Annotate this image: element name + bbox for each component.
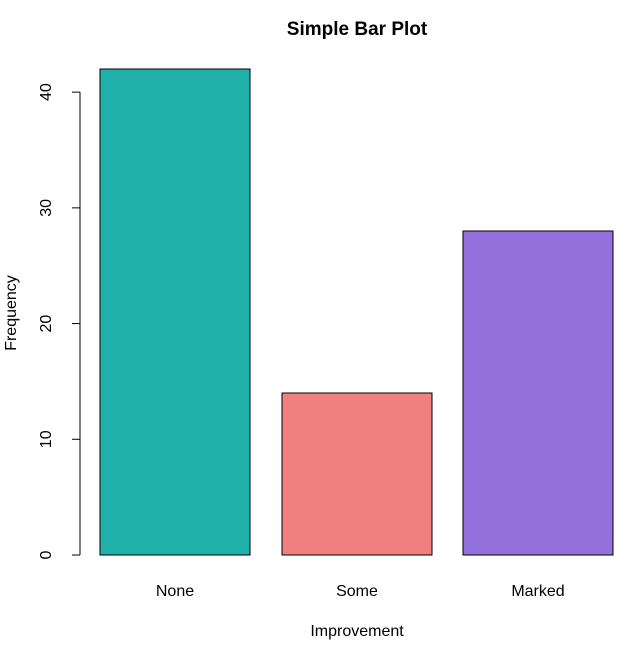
x-tick-label: Marked [511,583,564,600]
y-tick-label: 40 [38,83,55,101]
chart-title: Simple Bar Plot [287,19,428,40]
bar [281,392,433,556]
y-tick-label: 0 [38,550,55,559]
x-axis-label: Improvement [310,623,404,640]
y-tick-label: 20 [38,315,55,333]
bar [99,68,251,556]
bar [462,230,614,556]
x-tick-label: Some [336,583,378,600]
y-tick-label: 30 [38,199,55,217]
y-tick-label: 10 [38,430,55,448]
x-tick-label: None [156,583,194,600]
y-axis-label: Frequency [3,275,20,351]
